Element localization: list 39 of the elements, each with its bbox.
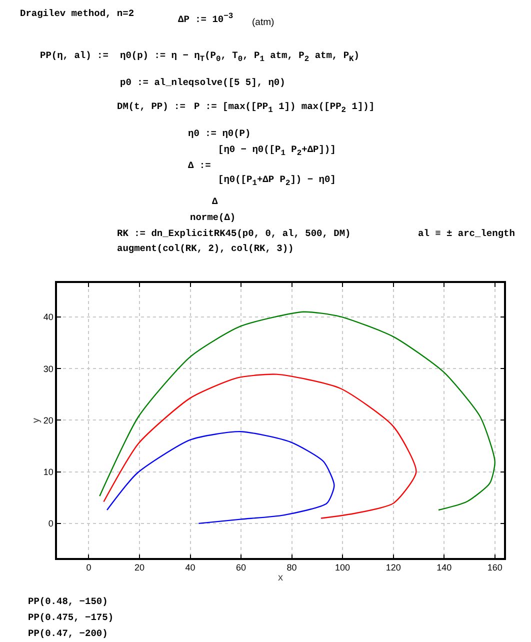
text: DM(t, PP) := — [117, 101, 186, 112]
text: η0 := η0(P) — [188, 128, 251, 139]
x-tick-label: 40 — [185, 562, 196, 573]
text: (atm) — [252, 17, 274, 28]
x-tick-label: 120 — [386, 562, 401, 573]
x-tick-label: 140 — [436, 562, 452, 573]
y-tick-label: 0 — [48, 518, 54, 529]
text: P := [max([PP$_{1}$ 1]) max([PP$_{2}$ 1])] — [194, 101, 375, 115]
x-tick-label: 100 — [335, 562, 350, 573]
line-series — [103, 374, 417, 519]
y-tick-label: 40 — [43, 312, 54, 322]
line-series — [106, 430, 335, 524]
text: p0 := al_nleqsolve([5 5], η0) — [120, 77, 286, 88]
text: Δ := — [188, 160, 211, 171]
text: η0(p) := η − η$_{T}$(P$_{0}$, T$_{0}$, P$_{1}$ atm, P$_{2}$ atm, P$_{K}$) — [120, 50, 360, 64]
line-series — [99, 311, 496, 511]
x-tick-label: 60 — [236, 562, 246, 573]
text: [η0 − η0([P$_{1}$ P$_{2}$+ΔP])] — [218, 144, 336, 158]
text: PP(0.48, −150) — [28, 596, 108, 607]
y-tick-label: 10 — [43, 466, 54, 477]
x-tick-label: 80 — [286, 562, 297, 573]
y-tick-label: 30 — [43, 364, 54, 374]
x-tick-label: 0 — [86, 562, 92, 573]
y-axis-title: y — [30, 418, 42, 423]
text: PP(0.475, −175) — [28, 612, 114, 623]
text: ΔP := 10$^{−3}$ — [178, 12, 234, 26]
text: Δ — [212, 196, 218, 207]
text: augment(col(RK, 2), col(RK, 3)) — [117, 243, 294, 254]
text: [η0([P$_{1}$+ΔP P$_{2}$]) − η0] — [218, 174, 336, 188]
text: norme(Δ) — [190, 212, 236, 223]
text: Dragilev method, n=2 — [20, 8, 134, 19]
x-axis-title: x — [278, 572, 283, 584]
x-tick-label: 160 — [487, 562, 502, 573]
y-tick-label: 20 — [43, 415, 54, 426]
text: RK := dn_ExplicitRK45(p0, 0, al, 500, DM) — [117, 228, 351, 239]
text: PP(0.47, −200) — [28, 628, 108, 639]
text: PP(η, al) := — [40, 50, 108, 61]
x-tick-label: 20 — [134, 562, 145, 573]
text: al ≡ ± arc_length — [418, 228, 515, 239]
